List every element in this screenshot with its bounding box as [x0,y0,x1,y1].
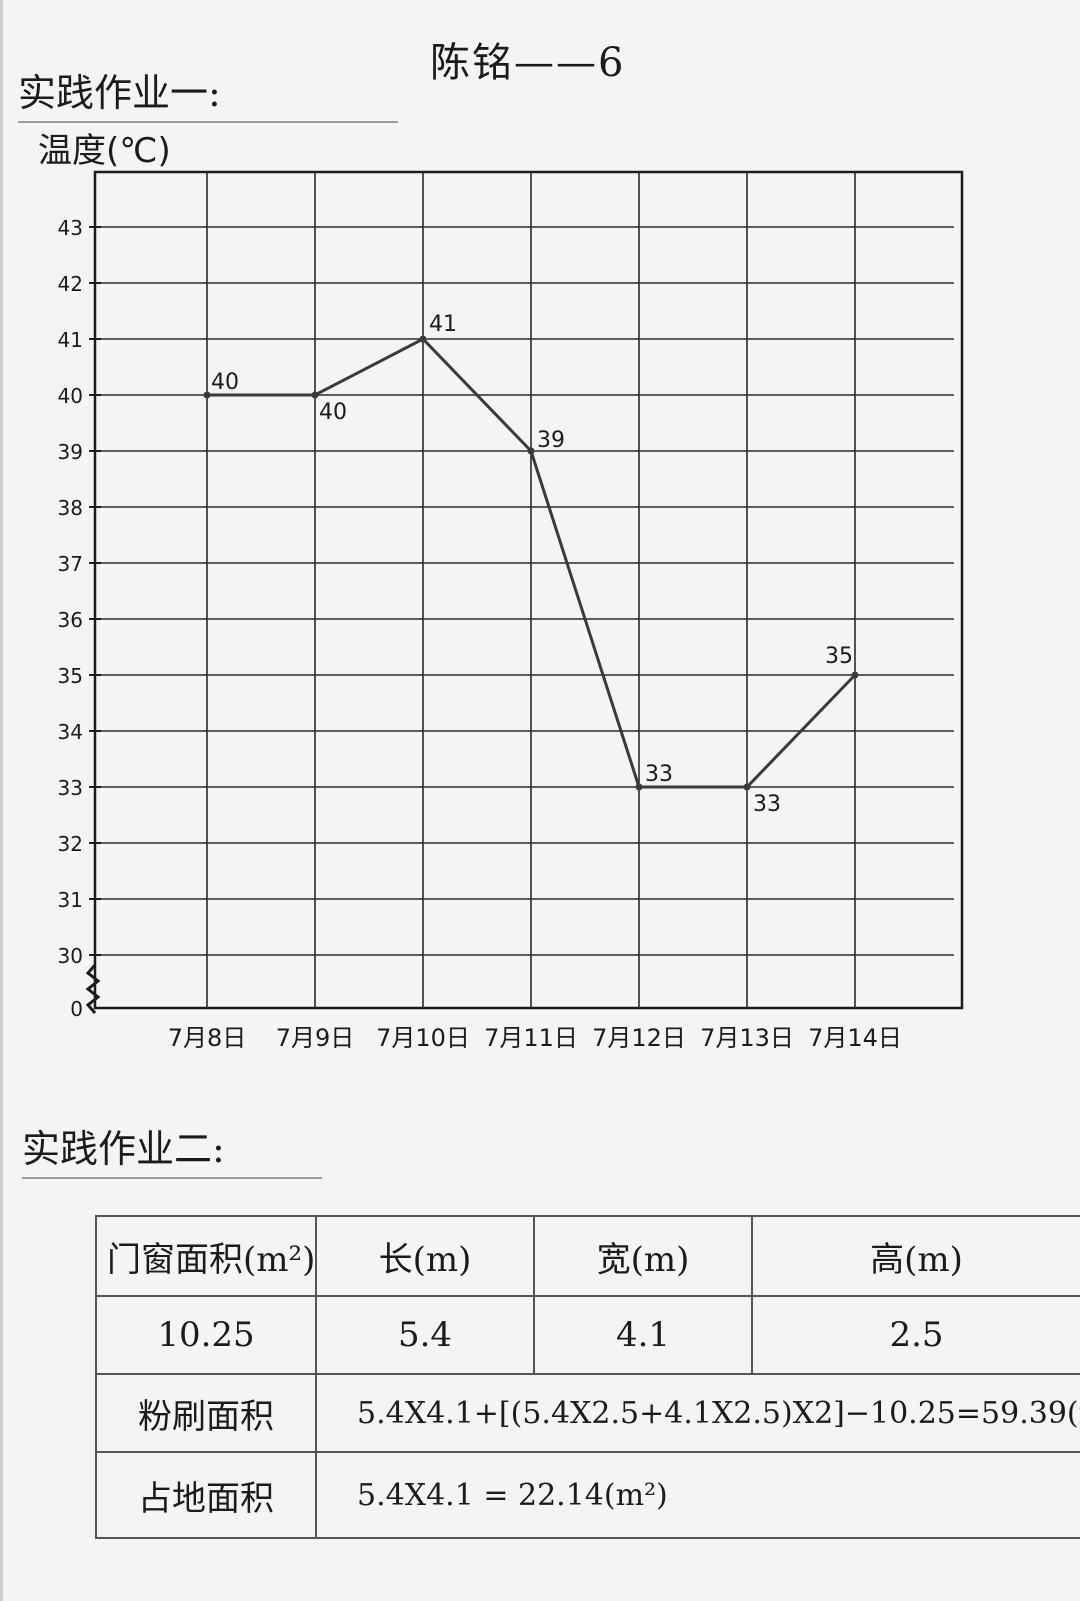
y-tick-label: 39 [58,440,83,464]
student-name: 陈铭——6 [430,40,626,86]
x-tick-label: 7月13日 [700,1024,794,1052]
data-label: 40 [319,400,347,425]
data-point [203,391,211,399]
y-tick-label: 35 [58,664,83,688]
data-point [851,671,859,679]
table-row-paint-area: 粉刷面积 5.4X4.1+[(5.4X2.5+4.1X2.5)X2]−10.25… [95,1373,1080,1453]
y-tick-label: 43 [58,216,83,240]
y-tick-label: 37 [58,552,83,576]
data-label: 39 [537,428,565,453]
temperature-line-chart: 30 31 32 33 34 35 36 37 38 39 40 41 42 43 0 7月8日 7月9日 7月1… [38,131,964,1052]
y-tick-label: 38 [58,496,83,520]
table-values-row: 10.25 5.4 4.1 2.5 [95,1295,1080,1375]
data-label: 40 [211,370,239,395]
y-axis-label: 温度(℃) [38,131,171,171]
x-tick-label: 7月8日 [168,1024,247,1052]
y-tick-label: 40 [58,384,83,408]
header-length: 长(m) [315,1215,535,1297]
x-tick-label: 7月9日 [276,1024,355,1052]
table-header-row: 门窗面积(m²) 长(m) 宽(m) 高(m) [95,1215,1080,1297]
assignment-1-heading: 实践作业一: [18,62,398,123]
value-window-area: 10.25 [95,1295,317,1375]
floor-area-label: 占地面积 [95,1451,317,1539]
y-tick-label: 31 [58,888,83,912]
data-point [635,783,643,791]
plot-frame [93,170,964,1010]
y-tick-label: 41 [58,328,83,352]
y-tick-label: 42 [58,272,83,296]
header-width: 宽(m) [533,1215,753,1297]
table-row-floor-area: 占地面积 5.4X4.1 = 22.14(m²) [95,1451,1080,1539]
y-tick-label: 36 [58,608,83,632]
data-label: 33 [645,762,673,787]
y-tick-label: 34 [58,720,83,744]
data-label: 33 [753,792,781,817]
y-tick-label: 33 [58,776,83,800]
value-width: 4.1 [533,1295,753,1375]
y-tick-label: 32 [58,832,83,856]
assignment-2-heading: 实践作业二: [22,1118,322,1179]
y-tick-label: 30 [58,944,83,968]
axis-break-icon [85,964,101,1014]
value-height: 2.5 [751,1295,1080,1375]
x-tick-label: 7月14日 [808,1024,902,1052]
value-length: 5.4 [315,1295,535,1375]
data-point [311,391,319,399]
paint-area-table: 门窗面积(m²) 长(m) 宽(m) 高(m) 10.25 5.4 4.1 2.… [95,1215,1080,1539]
y-origin-label: 0 [70,997,83,1021]
header-window-area: 门窗面积(m²) [95,1215,317,1297]
x-tick-label: 7月10日 [376,1024,470,1052]
data-label: 41 [429,312,457,337]
x-tick-label: 7月12日 [592,1024,686,1052]
data-point [743,783,751,791]
header-height: 高(m) [751,1215,1080,1297]
paint-area-expression: 5.4X4.1+[(5.4X2.5+4.1X2.5)X2]−10.25=59.3… [315,1373,1080,1453]
data-label: 35 [825,644,853,669]
floor-area-expression: 5.4X4.1 = 22.14(m²) [315,1451,1080,1539]
paint-area-label: 粉刷面积 [95,1373,317,1453]
x-tick-label: 7月11日 [484,1024,578,1052]
data-point [419,335,427,343]
data-point [527,447,535,455]
